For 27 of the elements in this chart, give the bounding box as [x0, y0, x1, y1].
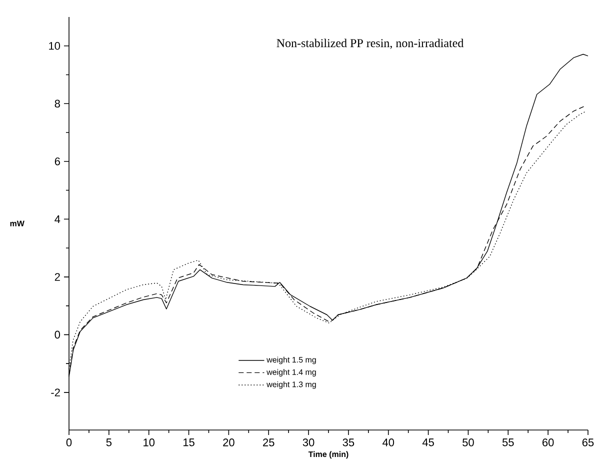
y-axis-title: mW [10, 220, 24, 226]
x-tick-label: 30 [302, 438, 314, 446]
y-tick-label: 0 [54, 330, 60, 339]
x-tick-label: 50 [462, 438, 474, 446]
y-tick-label: 8 [54, 100, 60, 108]
x-tick-label: 5 [106, 438, 112, 446]
y-tick-label: -2 [51, 388, 60, 396]
x-tick-label: 55 [502, 438, 514, 446]
text: Non-stabilized PP resin, non-irradiated [276, 38, 464, 49]
x-tick-label: 20 [223, 438, 234, 446]
y-tick-label: 10 [49, 42, 60, 50]
x-tick-label: 35 [342, 438, 354, 446]
y-tick-label: 6 [54, 158, 60, 166]
x-tick-label: 40 [382, 438, 394, 446]
legend-label: weight 1.5 mg [266, 356, 316, 364]
x-tick-label: 0 [66, 438, 72, 446]
y-tick-label: 2 [54, 273, 60, 281]
x-tick-label: 25 [263, 438, 274, 446]
y-tick-label: 4 [54, 215, 60, 223]
legend-label: weight 1.3 mg [266, 381, 316, 389]
x-axis-title: Time (min) [308, 451, 348, 459]
x-tick-label: 45 [422, 438, 434, 446]
legend-label: weight 1.4 mg [266, 369, 316, 376]
x-tick-label: 15 [183, 438, 194, 446]
x-tick-label: 10 [144, 438, 155, 446]
x-tick-label: 60 [542, 438, 554, 446]
x-tick-label: 65 [582, 438, 594, 446]
